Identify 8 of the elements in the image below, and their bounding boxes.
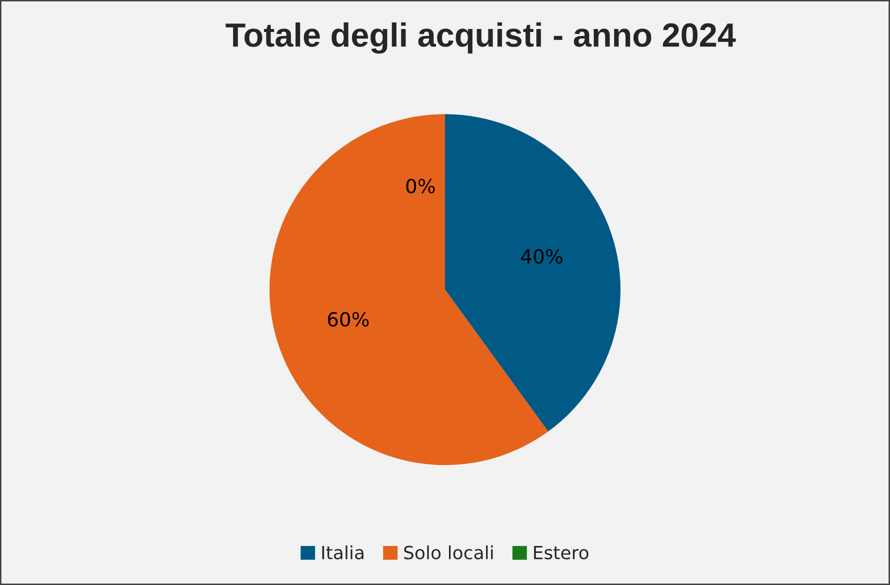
legend-label: Solo locali [404,545,493,560]
chart-title: Totale degli acquisti - anno 2024 [226,22,736,54]
pie-slice [445,114,620,432]
legend-label: Italia [322,545,364,560]
legend-label: Estero [534,546,588,560]
data-label: 60% [328,312,369,327]
text: 0% [406,178,435,194]
data-label: 40% [521,249,562,264]
